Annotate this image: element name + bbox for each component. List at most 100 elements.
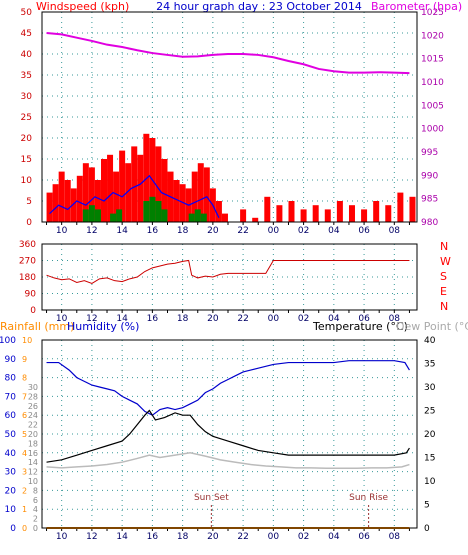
y-left-tick-label: 30	[21, 92, 33, 102]
wind-bar	[149, 196, 156, 222]
ylabel-temperature: Temperature (°C)	[312, 320, 408, 333]
gust-bar	[240, 209, 247, 222]
y-temp-tick-label: 10	[424, 477, 436, 487]
x-tick-label: 14	[116, 226, 128, 236]
y-temp-tick-label: 30	[424, 383, 436, 393]
wind-bar	[194, 209, 201, 222]
sun-annotation-label: Sun Set	[194, 493, 229, 503]
gust-bar	[197, 163, 204, 222]
y-temp-tick-label: 35	[424, 360, 435, 370]
gust-bar	[107, 154, 114, 222]
y-mid-tick-label: 22	[28, 421, 38, 430]
x-tick-label: 18	[177, 314, 189, 324]
gust-bar	[300, 209, 307, 222]
gust-bar	[113, 171, 120, 222]
y-mid-tick-label: 28	[28, 392, 38, 401]
y-left-tick-label: 50	[21, 8, 33, 18]
y-tick-label: 0	[30, 306, 36, 316]
y-mid-tick-label: 14	[28, 458, 38, 467]
y-temp-tick-label: 0	[424, 524, 430, 534]
y-mid-tick-label: 26	[28, 402, 38, 411]
x-tick-label: 20	[207, 532, 219, 542]
y-right-tick-label: 990	[421, 171, 438, 181]
y-mid-tick-label: 12	[28, 468, 38, 477]
gust-bar	[203, 167, 210, 222]
y-rain-tick-label: 2	[22, 486, 27, 495]
gust-bar	[119, 150, 126, 222]
compass-label: N	[440, 240, 448, 253]
x-tick-label: 18	[177, 226, 189, 236]
y-rain-tick-label: 4	[22, 449, 27, 458]
wind-bar	[161, 209, 168, 222]
y-temp-tick-label: 15	[424, 454, 435, 464]
gust-bar	[88, 167, 95, 222]
x-tick-label: 08	[389, 226, 401, 236]
ylabel-barometer: Barometer (hpa)	[371, 0, 462, 13]
y-left-tick-label: 20	[21, 134, 33, 144]
y-right-tick-label: 1010	[421, 78, 444, 88]
temp-ticks: 0102030405060708090100012345678910024681…	[0, 336, 436, 542]
y-left-tick-label: 25	[21, 113, 32, 123]
x-tick-label: 16	[147, 532, 159, 542]
gust-bar	[173, 180, 180, 222]
wind-bar	[82, 209, 89, 222]
y-rain-tick-label: 9	[22, 355, 27, 364]
direction-series	[46, 259, 410, 284]
gust-bar	[64, 180, 71, 222]
gust-bar	[94, 180, 101, 222]
y-humidity-tick-label: 70	[5, 392, 17, 402]
sun-annotation-label: Sun Rise	[349, 493, 388, 503]
x-tick-label: 02	[298, 532, 309, 542]
y-left-tick-label: 15	[21, 155, 32, 165]
y-humidity-tick-label: 50	[5, 430, 17, 440]
barometer-line	[46, 32, 410, 75]
y-temp-tick-label: 20	[424, 430, 436, 440]
y-tick-label: 270	[19, 257, 36, 267]
wind-baro-panel: Windspeed (kph) 24 hour graph day : 23 O…	[21, 0, 463, 236]
x-tick-label: 16	[147, 314, 159, 324]
gust-bar	[155, 146, 162, 222]
x-tick-label: 00	[268, 226, 280, 236]
y-temp-tick-label: 40	[424, 336, 436, 346]
y-rain-tick-label: 10	[22, 336, 32, 345]
x-tick-label: 10	[56, 314, 68, 324]
gust-bar	[46, 192, 53, 222]
y-tick-label: 180	[19, 273, 36, 283]
y-left-tick-label: 0	[26, 218, 32, 228]
y-left-tick-label: 5	[26, 197, 32, 207]
x-tick-label: 10	[56, 226, 68, 236]
x-tick-label: 22	[237, 532, 248, 542]
x-tick-label: 14	[116, 532, 128, 542]
y-humidity-tick-label: 20	[5, 486, 17, 496]
temp-plot-area	[41, 339, 418, 529]
gust-bar	[361, 209, 368, 222]
gust-bar	[70, 188, 77, 222]
y-mid-tick-label: 8	[33, 486, 38, 495]
wind-bar	[110, 213, 117, 222]
y-rain-tick-label: 0	[22, 524, 27, 533]
x-tick-label: 02	[298, 226, 309, 236]
y-right-tick-label: 1020	[421, 31, 444, 41]
ylabel-humidity: Humidity (%)	[67, 320, 139, 333]
y-left-tick-label: 40	[21, 50, 33, 60]
gust-bar	[161, 159, 168, 222]
humidity-line	[46, 360, 410, 416]
gust-bar	[191, 171, 198, 222]
y-mid-tick-label: 16	[28, 449, 38, 458]
gust-bar	[100, 159, 107, 222]
x-tick-label: 20	[207, 314, 219, 324]
y-rain-tick-label: 7	[22, 392, 27, 401]
y-left-tick-label: 35	[21, 71, 32, 81]
gust-bar	[131, 146, 138, 222]
x-tick-label: 08	[389, 314, 401, 324]
y-rain-tick-label: 8	[22, 374, 27, 383]
y-right-tick-label: 1025	[421, 8, 444, 18]
wind-bar	[94, 209, 101, 222]
y-humidity-tick-label: 30	[5, 468, 17, 478]
y-mid-tick-label: 18	[28, 439, 38, 448]
y-humidity-tick-label: 40	[5, 449, 17, 459]
y-right-tick-label: 985	[421, 195, 438, 205]
direction-grid	[42, 243, 417, 311]
